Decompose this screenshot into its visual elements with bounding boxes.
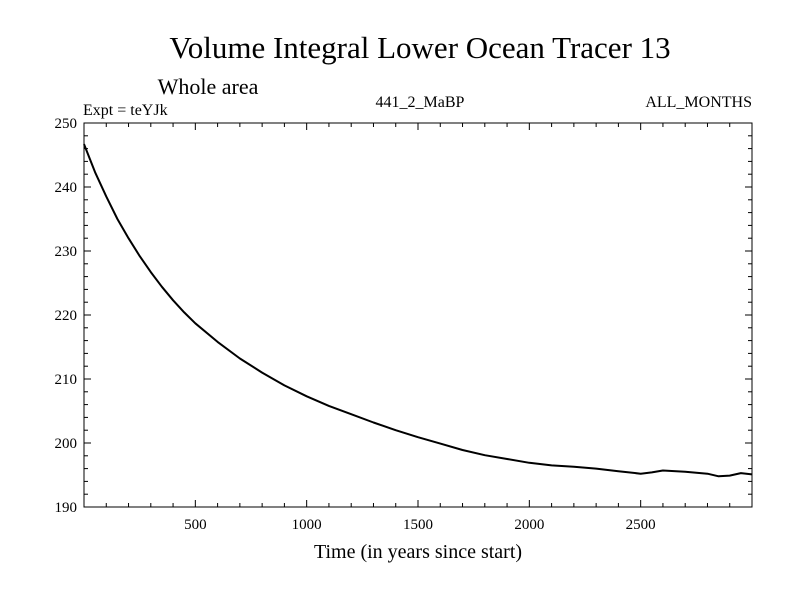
y-tick-labels: 190 200 210 220 230 240 250 bbox=[55, 116, 78, 516]
y-tick-label: 210 bbox=[55, 372, 78, 388]
run-label: 441_2_MaBP bbox=[376, 94, 465, 111]
x-tick-label: 2000 bbox=[514, 517, 544, 533]
x-tick-label: 1000 bbox=[292, 517, 322, 533]
expt-label: Expt = teYJk bbox=[83, 102, 168, 119]
x-tick-label: 1500 bbox=[403, 517, 433, 533]
x-tick-label: 2500 bbox=[626, 517, 656, 533]
y-tick-label: 250 bbox=[55, 116, 78, 132]
y-tick-label: 190 bbox=[55, 500, 78, 516]
chart-subtitle: Whole area bbox=[158, 74, 259, 99]
y-tick-label: 230 bbox=[55, 244, 78, 260]
months-label: ALL_MONTHS bbox=[645, 94, 752, 111]
y-tick-label: 240 bbox=[55, 180, 78, 196]
y-tick-label: 200 bbox=[55, 436, 78, 452]
axis-ticks bbox=[84, 122, 752, 508]
y-tick-label: 220 bbox=[55, 308, 78, 324]
x-tick-label: 500 bbox=[184, 517, 207, 533]
chart-title: Volume Integral Lower Ocean Tracer 13 bbox=[169, 30, 670, 65]
x-tick-labels: 500 1000 1500 2000 2500 bbox=[184, 517, 656, 533]
series-line-tracer-13 bbox=[83, 143, 753, 478]
x-axis-label: Time (in years since start) bbox=[314, 541, 522, 563]
plot-frame bbox=[83, 122, 753, 508]
